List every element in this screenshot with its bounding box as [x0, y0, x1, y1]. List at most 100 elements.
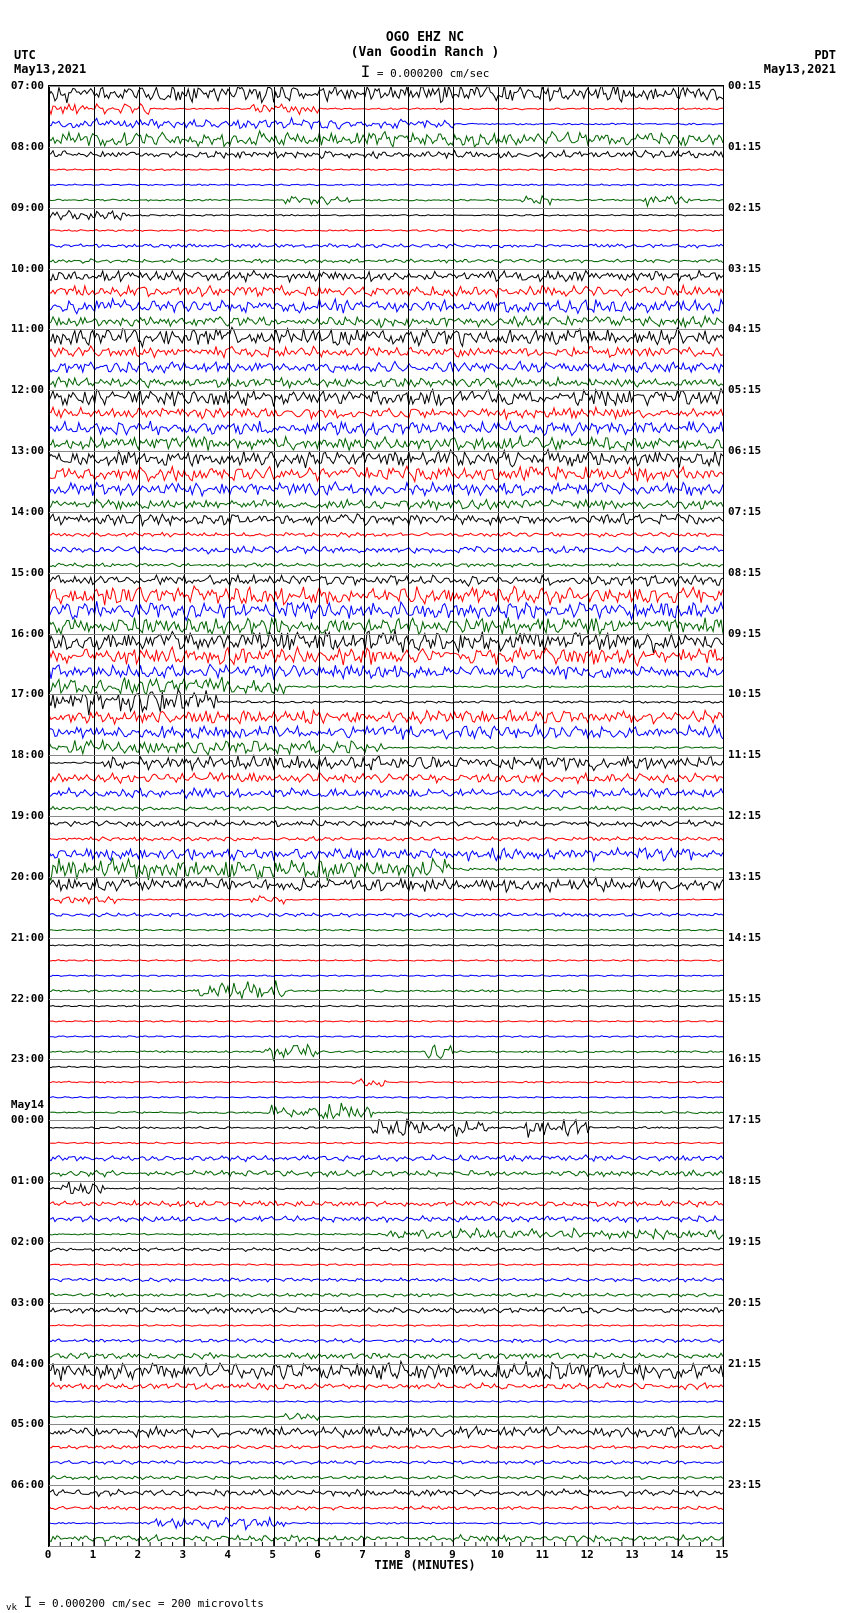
pdt-time-label: 22:15	[728, 1417, 761, 1430]
utc-time-label: 17:00	[11, 687, 44, 700]
seismic-trace	[49, 1401, 723, 1403]
seismic-trace	[49, 211, 723, 220]
seismic-trace	[49, 546, 723, 554]
pdt-time-label: 07:15	[728, 505, 761, 518]
station-location: (Van Goodin Ranch )	[0, 45, 850, 60]
seismic-trace	[49, 820, 723, 827]
pdt-time-label: 21:15	[728, 1357, 761, 1370]
pdt-time-label: 19:15	[728, 1235, 761, 1248]
utc-time-label: 07:00	[11, 79, 44, 92]
pdt-time-label: 01:15	[728, 140, 761, 153]
seismic-trace	[49, 1460, 723, 1464]
utc-time-label: 18:00	[11, 748, 44, 761]
seismic-trace	[49, 896, 723, 904]
seismic-trace	[49, 86, 723, 103]
utc-time-label: 11:00	[11, 322, 44, 335]
pdt-time-label: 03:15	[728, 262, 761, 275]
grid-horizontal	[49, 1059, 723, 1060]
pdt-time-label: 09:15	[728, 627, 761, 640]
seismic-trace	[49, 1475, 723, 1479]
pdt-time-label: 00:15	[728, 79, 761, 92]
seismic-trace	[49, 1247, 723, 1251]
grid-horizontal	[49, 147, 723, 148]
utc-time-label: 16:00	[11, 627, 44, 640]
seismic-trace	[49, 601, 723, 620]
seismic-trace	[49, 575, 723, 586]
station-title: OGO EHZ NC	[0, 30, 850, 45]
seismic-trace	[49, 244, 723, 248]
pdt-time-label: 12:15	[728, 809, 761, 822]
seismic-trace	[49, 299, 723, 314]
seismic-trace	[49, 1020, 723, 1022]
seismic-trace	[49, 1200, 723, 1207]
seismic-trace	[49, 449, 723, 468]
timezone-right: PDT	[814, 48, 836, 62]
seismic-trace	[49, 270, 723, 282]
utc-time-label: 06:00	[11, 1478, 44, 1491]
seismic-trace	[49, 1155, 723, 1162]
seismic-trace	[49, 1228, 723, 1239]
utc-time-label: 00:00	[11, 1113, 44, 1126]
seismic-trace	[49, 1413, 723, 1420]
seismic-trace	[49, 389, 723, 407]
grid-horizontal	[49, 573, 723, 574]
seismic-trace	[49, 788, 723, 799]
seismic-trace	[49, 913, 723, 917]
grid-horizontal	[49, 1364, 723, 1365]
grid-horizontal	[49, 755, 723, 756]
seismic-trace	[49, 482, 723, 496]
seismic-trace	[49, 1119, 723, 1138]
seismic-trace	[49, 1036, 723, 1038]
grid-horizontal	[49, 1424, 723, 1425]
seismic-trace	[49, 945, 723, 947]
seismic-trace	[49, 1278, 723, 1282]
grid-horizontal	[49, 1303, 723, 1304]
pdt-time-label: 10:15	[728, 687, 761, 700]
seismic-trace	[49, 1097, 723, 1099]
grid-horizontal	[49, 390, 723, 391]
utc-time-label: 20:00	[11, 870, 44, 883]
seismogram-plot	[48, 85, 724, 1547]
utc-time-label: 01:00	[11, 1174, 44, 1187]
seismic-trace	[49, 960, 723, 962]
seismic-trace	[49, 316, 723, 327]
seismic-trace	[49, 1506, 723, 1510]
seismic-trace	[49, 1103, 723, 1119]
seismic-trace	[49, 1170, 723, 1177]
grid-horizontal	[49, 208, 723, 209]
grid-horizontal	[49, 329, 723, 330]
grid-horizontal	[49, 269, 723, 270]
seismic-trace	[49, 975, 723, 977]
seismic-trace	[49, 1079, 723, 1087]
seismic-trace	[49, 664, 723, 679]
seismic-trace	[49, 1535, 723, 1542]
grid-horizontal	[49, 877, 723, 878]
seismic-trace	[49, 1293, 723, 1297]
utc-time-label: 04:00	[11, 1357, 44, 1370]
seismic-trace	[49, 929, 723, 931]
seismic-trace	[49, 837, 723, 842]
seismic-trace	[49, 1445, 723, 1449]
seismic-trace	[49, 773, 723, 784]
utc-time-label: 22:00	[11, 992, 44, 1005]
pdt-time-label: 13:15	[728, 870, 761, 883]
utc-time-label: 15:00	[11, 566, 44, 579]
pdt-time-label: 20:15	[728, 1296, 761, 1309]
seismogram-container: OGO EHZ NC (Van Goodin Ranch ) I = 0.000…	[0, 0, 850, 1613]
seismic-trace	[49, 436, 723, 451]
seismic-trace	[49, 118, 723, 129]
seismic-trace	[49, 1489, 723, 1496]
pdt-time-label: 02:15	[728, 201, 761, 214]
seismic-trace	[49, 169, 723, 171]
seismic-trace	[49, 848, 723, 862]
seismic-trace	[49, 361, 723, 373]
seismic-trace	[49, 710, 723, 724]
date-right: May13,2021	[764, 62, 836, 76]
utc-time-label: 21:00	[11, 931, 44, 944]
seismic-trace	[49, 346, 723, 358]
grid-horizontal	[49, 938, 723, 939]
grid-horizontal	[49, 86, 723, 87]
grid-horizontal	[49, 1181, 723, 1182]
pdt-time-label: 15:15	[728, 992, 761, 1005]
date-left: May13,2021	[14, 62, 86, 76]
